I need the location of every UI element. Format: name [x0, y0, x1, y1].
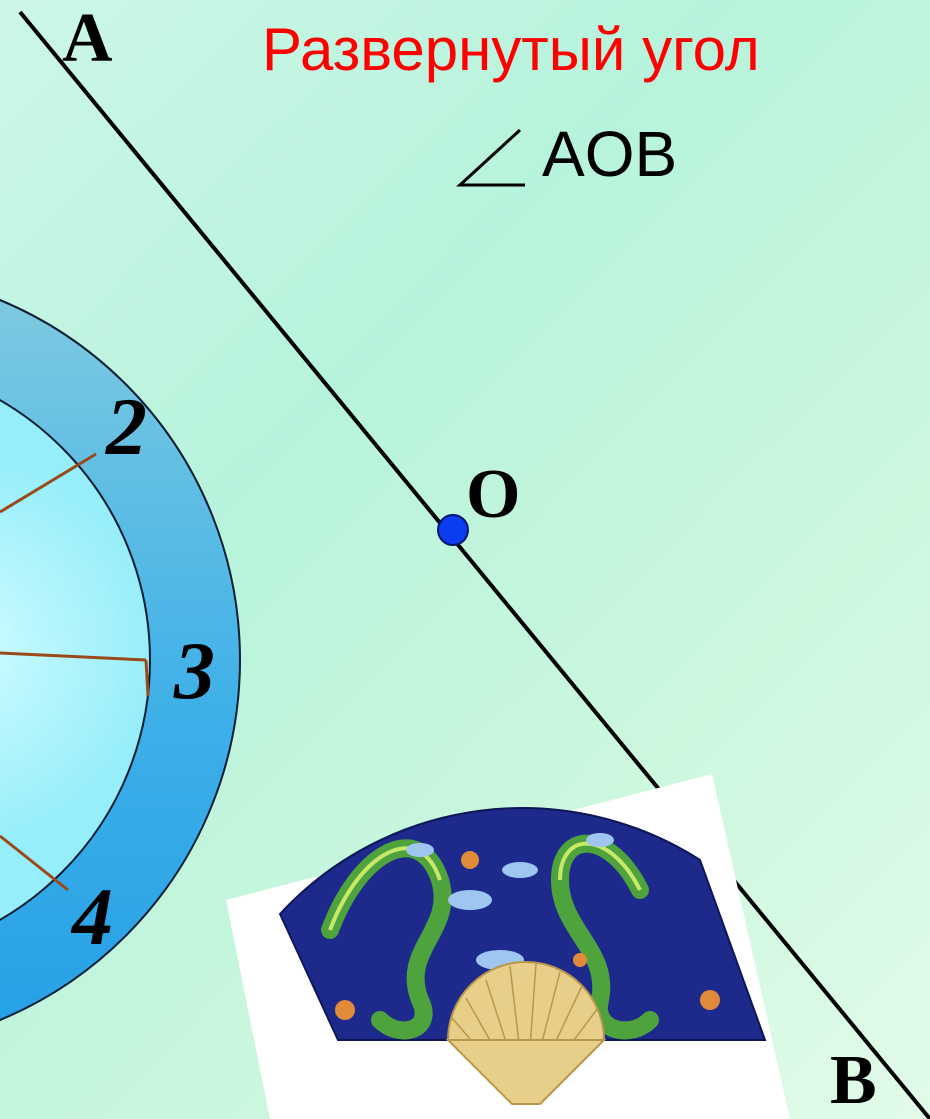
dial-hand-3: [0, 651, 147, 662]
dial: [0, 299, 241, 1021]
dial-hand-2: [0, 452, 97, 514]
point-a-label: A: [62, 0, 113, 77]
slide-title: Развернутый угол: [262, 16, 760, 83]
dial-number-3: 3: [174, 625, 215, 716]
angle-symbol-icon: [456, 128, 525, 187]
dial-number-2: 2: [106, 381, 147, 472]
point-o-label: O: [466, 456, 521, 533]
point-o-icon: [437, 514, 469, 546]
angle-name: AOB: [542, 118, 678, 190]
dial-number-4: 4: [72, 871, 113, 962]
fan-handle: [445, 1039, 607, 1105]
dial-face: [0, 399, 151, 921]
dial-hand-4: [0, 834, 69, 892]
point-b-label: B: [830, 1042, 877, 1119]
dial-hand-3-tick: [144, 659, 150, 697]
fan-silk: [278, 807, 767, 1041]
dragon-fan-image: [226, 774, 790, 1119]
line-aob: [18, 10, 930, 1119]
